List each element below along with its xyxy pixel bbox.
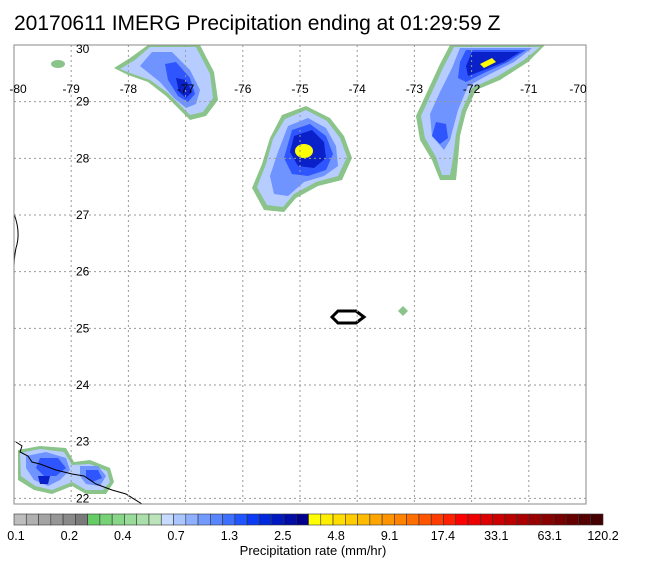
colorbar-tick-label: 33.1	[484, 529, 509, 543]
colorbar-swatch	[136, 513, 150, 526]
colorbar-swatch	[222, 513, 236, 526]
colorbar-swatch	[332, 513, 346, 526]
colorbar-swatch	[87, 513, 101, 526]
colorbar-swatch	[173, 513, 187, 526]
colorbar-tick-label: 63.1	[537, 529, 562, 543]
gridlines	[14, 45, 586, 504]
precip-cell-southwest	[18, 446, 114, 494]
colorbar-swatch	[197, 513, 211, 526]
colorbar-swatch	[283, 513, 297, 526]
lon-tick-label: -72	[463, 82, 481, 96]
colorbar-swatch	[25, 513, 39, 526]
colorbar-swatch	[124, 513, 138, 526]
lon-tick-label: -73	[406, 82, 424, 96]
colorbar	[13, 513, 604, 526]
colorbar-swatch	[455, 513, 469, 526]
lon-tick-label: -70	[569, 82, 587, 96]
precip-core-yellow-central	[295, 144, 313, 158]
colorbar-swatch	[541, 513, 555, 526]
lat-tick-label: 24	[76, 378, 90, 392]
colorbar-swatch	[160, 513, 174, 526]
lat-tick-label: 26	[76, 265, 90, 279]
lat-tick-label: 30	[76, 42, 90, 56]
colorbar-swatch	[357, 513, 371, 526]
lat-tick-label: 29	[76, 95, 90, 109]
colorbar-swatch	[406, 513, 420, 526]
colorbar-tick-label: 17.4	[430, 529, 456, 543]
colorbar-swatch	[590, 513, 604, 526]
lon-tick-label: -77	[177, 82, 195, 96]
colorbar-tick-label: 2.5	[274, 529, 292, 543]
colorbar-swatch	[504, 513, 518, 526]
colorbar-swatch	[62, 513, 76, 526]
lat-tick-label: 27	[76, 208, 90, 222]
colorbar-swatch	[210, 513, 223, 526]
colorbar-tick-label: 120.2	[587, 529, 619, 543]
colorbar-tick-label: 0.1	[7, 529, 25, 543]
colorbar-swatch	[50, 513, 64, 526]
colorbar-swatch	[430, 513, 444, 526]
precipitation-cells	[18, 45, 545, 494]
colorbar-swatch	[394, 513, 407, 526]
colorbar-swatch	[516, 513, 530, 526]
colorbar-swatch	[529, 513, 542, 526]
map-title: 20170611 IMERG Precipitation ending at 0…	[14, 12, 501, 35]
colorbar-swatch	[369, 513, 383, 526]
colorbar-swatch	[308, 513, 322, 526]
colorbar-swatch	[99, 513, 113, 526]
colorbar-swatch	[38, 513, 52, 526]
lon-tick-label: -79	[63, 82, 81, 96]
colorbar-tick-label: 4.8	[327, 529, 345, 543]
lon-tick-label: -76	[234, 82, 252, 96]
colorbar-swatch	[246, 513, 260, 526]
colorbar-swatch	[185, 513, 199, 526]
colorbar-swatch	[443, 513, 457, 526]
colorbar-tick-label: 0.4	[114, 529, 132, 543]
plot-frame	[13, 44, 587, 505]
lat-tick-label: 23	[76, 435, 90, 449]
lon-tick-label: -75	[291, 82, 309, 96]
colorbar-swatch	[75, 513, 88, 526]
colorbar-swatch	[492, 513, 506, 526]
precip-blob-small-west	[51, 60, 65, 68]
lon-tick-label: -80	[9, 82, 27, 96]
colorbar-swatch	[565, 513, 579, 526]
colorbar-swatch	[111, 513, 125, 526]
colorbar-tick-label: 1.3	[220, 529, 239, 543]
colorbar-swatch	[578, 513, 592, 526]
precip-dot-east	[398, 306, 408, 316]
colorbar-tick-label: 9.1	[380, 529, 399, 543]
colorbar-swatch	[148, 513, 162, 526]
lat-tick-label: 28	[76, 151, 90, 165]
colorbar-swatch	[381, 513, 395, 526]
colorbar-swatch	[234, 513, 248, 526]
colorbar-swatch	[553, 513, 567, 526]
lon-tick-labels: -80 -79 -78 -77 -76 -75 -74 -73 -72 -71 -70	[9, 82, 587, 96]
colorbar-swatch	[345, 513, 358, 526]
colorbar-swatch	[467, 513, 481, 526]
storm-center-marker	[329, 309, 367, 325]
colorbar-swatch	[479, 513, 493, 526]
lat-tick-label: 22	[76, 491, 90, 505]
colorbar-tick-label: 0.2	[60, 529, 79, 543]
colorbar-swatch	[418, 513, 432, 526]
colorbar-swatch	[320, 513, 334, 526]
lon-tick-label: -71	[520, 82, 538, 96]
colorbar-swatch	[295, 513, 309, 526]
precip-cell-central	[252, 106, 352, 212]
precip-cell-northwest	[114, 45, 218, 120]
colorbar-swatch	[271, 513, 285, 526]
colorbar-swatch	[259, 513, 272, 526]
lon-tick-label: -78	[120, 82, 138, 96]
precip-cell-northeast	[416, 45, 545, 180]
colorbar-label: Precipitation rate (mm/hr)	[239, 543, 387, 558]
lat-tick-labels: 30 29 28 27 26 25 24 23 22	[76, 42, 90, 505]
colorbar-swatch	[13, 513, 27, 526]
lon-tick-label: -74	[349, 82, 367, 96]
colorbar-tick-label: 0.7	[167, 529, 185, 543]
lat-tick-label: 25	[76, 321, 90, 335]
